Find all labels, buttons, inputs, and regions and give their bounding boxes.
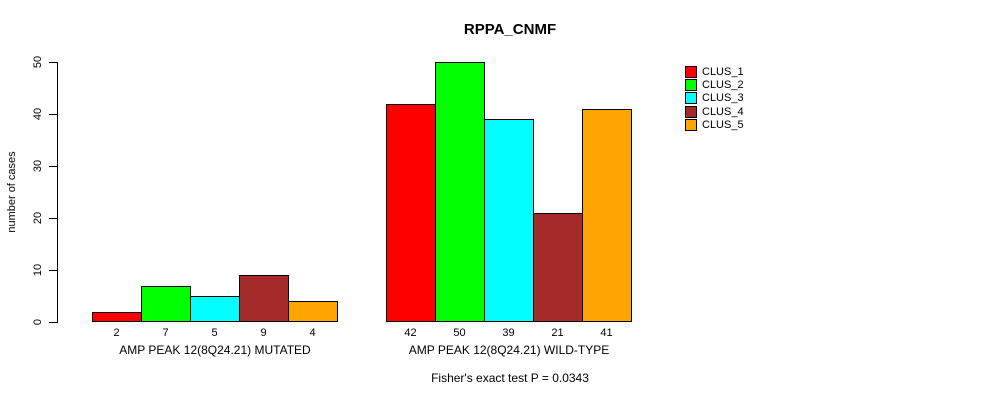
bar-mutated-clus_2 [141, 286, 191, 322]
legend-swatch-clus-4 [685, 105, 697, 118]
legend-label: CLUS_4 [702, 105, 744, 118]
bar-value-label: 50 [453, 327, 466, 339]
legend-item: CLUS_5 [685, 119, 744, 132]
y-axis-tick-label: 10 [32, 263, 44, 277]
bar-mutated-clus_3 [190, 296, 240, 322]
group-label-wild-type: AMP PEAK 12(8Q24.21) WILD-TYPE [408, 343, 610, 357]
legend-item: CLUS_3 [685, 92, 744, 105]
legend-label: CLUS_3 [702, 92, 744, 105]
y-axis-tick-label: 0 [32, 318, 44, 326]
bar-value-label: 9 [260, 327, 267, 339]
legend-swatch-clus-1 [685, 65, 697, 78]
bar-value-label: 41 [600, 327, 613, 339]
bar-value-label: 42 [404, 327, 417, 339]
y-axis-tick [49, 114, 57, 115]
group-label-mutated: AMP PEAK 12(8Q24.21) MUTATED [119, 343, 311, 357]
legend-item: CLUS_1 [685, 65, 744, 78]
legend-label: CLUS_5 [702, 119, 744, 132]
legend: CLUS_1 CLUS_2 CLUS_3 CLUS_4 CLUS_5 [685, 65, 744, 132]
bar-mutated-clus_4 [239, 275, 289, 322]
bar-value-label: 2 [113, 327, 120, 339]
y-axis-tick [49, 62, 57, 63]
legend-label: CLUS_2 [702, 79, 744, 92]
bar-mutated-clus_1 [92, 312, 142, 322]
legend-swatch-clus-5 [685, 119, 697, 132]
y-axis-tick [49, 218, 57, 219]
chart-title: RPPA_CNMF [463, 21, 557, 38]
bar-value-label: 5 [211, 327, 218, 339]
y-axis-tick [49, 166, 57, 167]
bar-value-label: 4 [309, 327, 316, 339]
legend-item: CLUS_2 [685, 78, 744, 92]
bar-mutated-clus_5 [288, 301, 338, 322]
y-axis-tick [49, 270, 57, 271]
legend-label: CLUS_1 [702, 65, 744, 78]
bar-value-label: 21 [551, 327, 564, 339]
bar-wild-type-clus_3 [484, 119, 534, 322]
fisher-test-caption: Fisher's exact test P = 0.0343 [431, 371, 589, 385]
y-axis [57, 62, 58, 323]
y-axis-tick-label: 30 [32, 159, 44, 173]
bar-wild-type-clus_5 [582, 109, 632, 322]
legend-swatch-clus-2 [685, 79, 697, 92]
bar-wild-type-clus_2 [435, 62, 485, 322]
legend-swatch-clus-3 [685, 92, 697, 105]
y-axis-tick [49, 322, 57, 323]
y-axis-label: number of cases [6, 151, 18, 233]
legend-item: CLUS_4 [685, 105, 744, 118]
bar-wild-type-clus_1 [386, 104, 436, 322]
bar-value-label: 39 [502, 327, 515, 339]
bar-value-label: 7 [162, 327, 169, 339]
y-axis-tick-label: 20 [32, 211, 44, 225]
y-axis-tick-label: 50 [32, 55, 44, 69]
bar-wild-type-clus_4 [533, 213, 583, 322]
y-axis-tick-label: 40 [32, 107, 44, 121]
